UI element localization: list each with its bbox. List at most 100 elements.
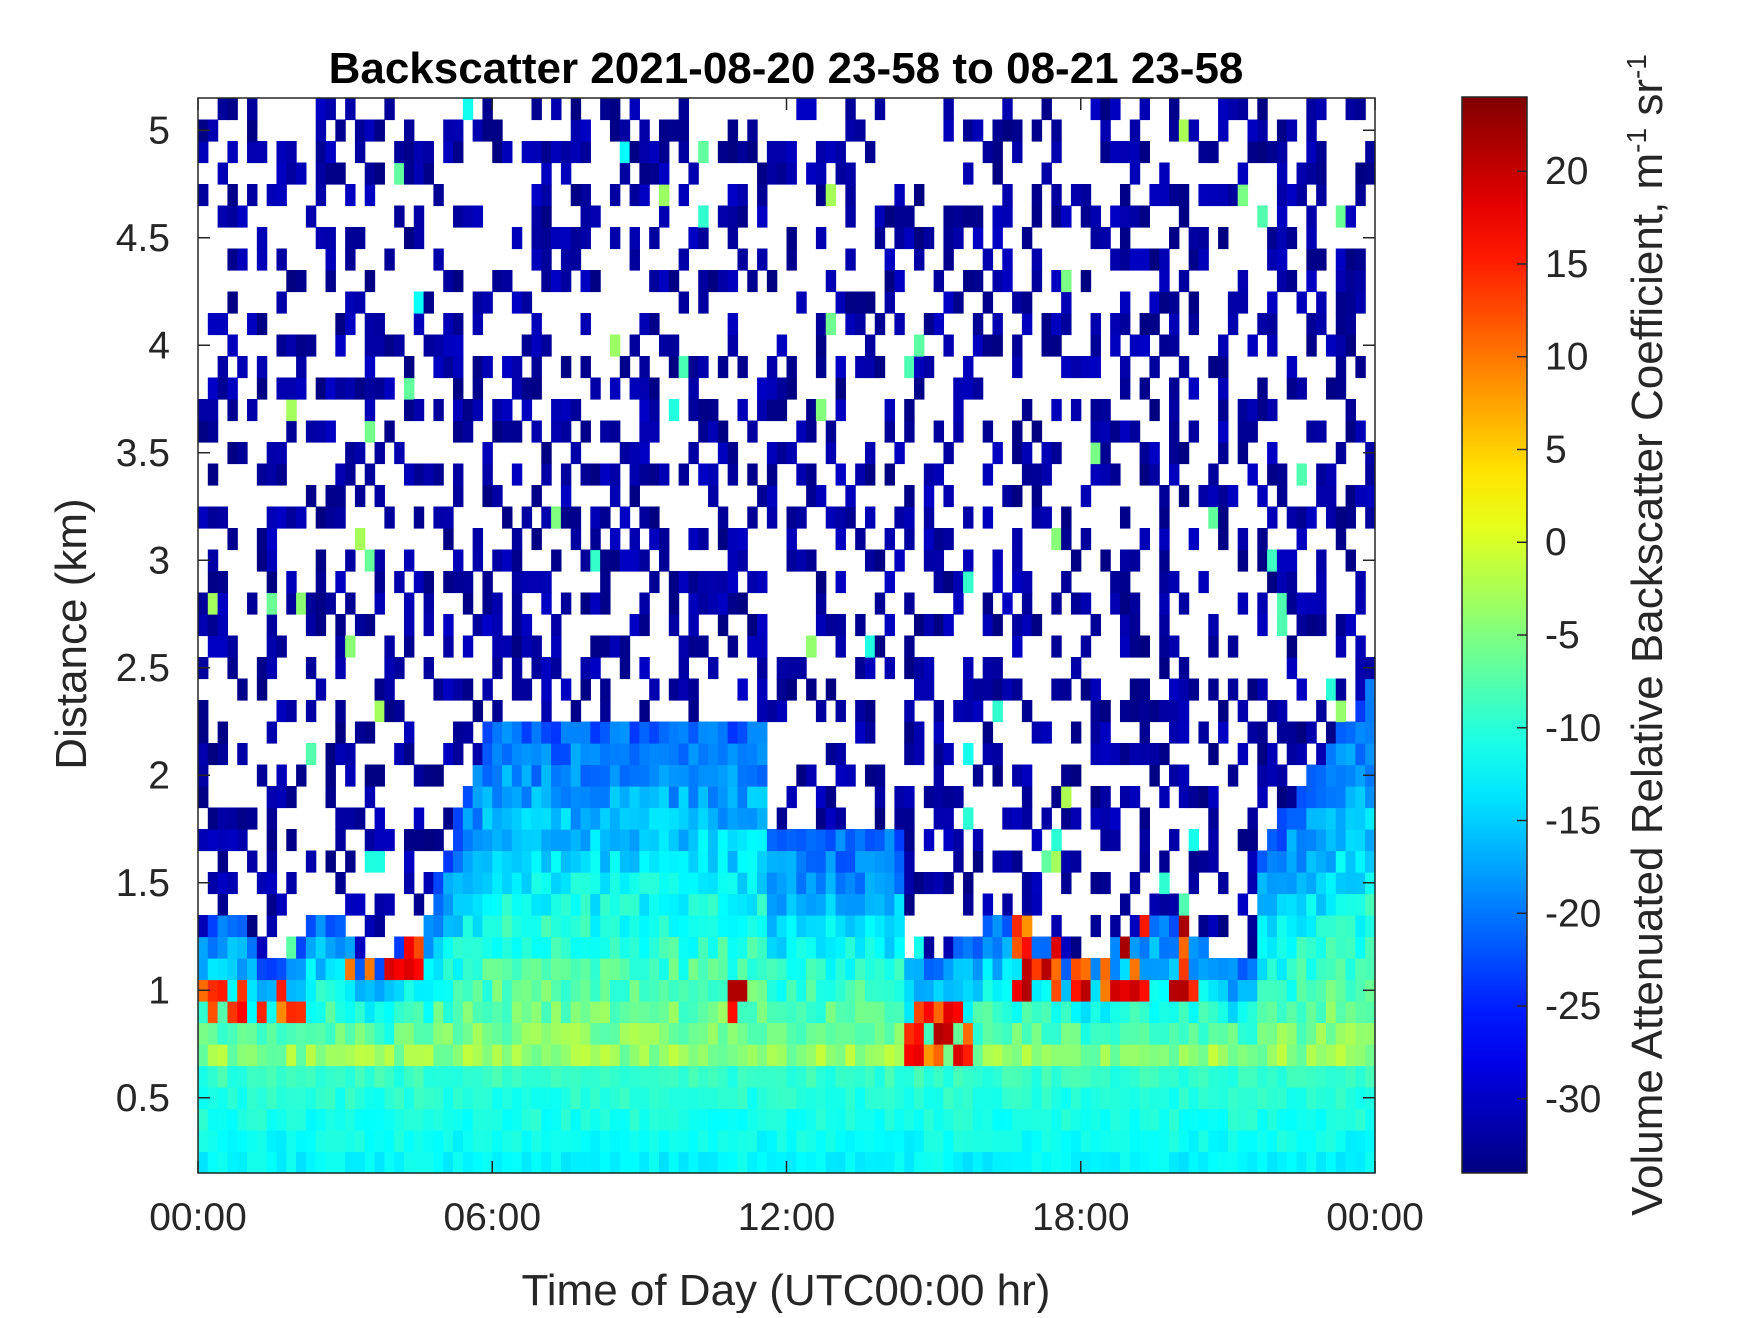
heatmap-cell	[668, 786, 680, 809]
heatmap-cell	[1031, 872, 1043, 895]
heatmap-cell	[874, 893, 886, 916]
heatmap-cell	[266, 506, 278, 529]
heatmap-cell	[256, 872, 268, 895]
heatmap-cell	[835, 506, 846, 529]
heatmap-cell	[786, 506, 797, 529]
heatmap-cell	[580, 1044, 591, 1067]
heatmap-cell	[972, 1087, 984, 1110]
heatmap-cell	[580, 979, 591, 1002]
heatmap-cell	[276, 1065, 287, 1088]
heatmap-cell	[590, 549, 601, 572]
heatmap-cell	[1335, 764, 1347, 787]
heatmap-cell	[688, 893, 699, 916]
heatmap-cell	[1198, 184, 1209, 207]
heatmap-cell	[286, 872, 297, 895]
heatmap-cell	[1139, 528, 1151, 551]
heatmap-cell	[472, 1044, 484, 1067]
heatmap-cell	[943, 979, 954, 1002]
heatmap-cell	[1129, 915, 1141, 938]
heatmap-cell	[609, 743, 621, 766]
heatmap-cell	[845, 506, 856, 529]
heatmap-cell	[668, 936, 680, 959]
heatmap-cell	[600, 420, 611, 443]
heatmap-cell	[286, 1130, 297, 1153]
heatmap-cell	[1198, 721, 1209, 744]
colorbar-tick-label: -10	[1545, 707, 1601, 750]
heatmap-cell	[904, 506, 915, 529]
heatmap-cell	[982, 915, 994, 938]
heatmap-cell	[963, 893, 974, 916]
heatmap-cell	[1227, 1108, 1239, 1131]
heatmap-cell	[658, 1065, 670, 1088]
heatmap-cell	[462, 635, 474, 658]
heatmap-cell	[855, 1022, 866, 1045]
heatmap-cell	[207, 399, 219, 422]
heatmap-cell	[217, 721, 229, 744]
heatmap-cell	[1012, 1108, 1023, 1131]
heatmap-cell	[247, 1151, 258, 1174]
heatmap-cell	[315, 678, 327, 701]
heatmap-cell	[904, 1065, 915, 1088]
heatmap-cell	[1012, 678, 1023, 701]
heatmap-cell	[864, 1001, 876, 1024]
heatmap-cell	[747, 743, 758, 766]
heatmap-cell	[953, 1065, 964, 1088]
heatmap-cell	[727, 205, 739, 228]
heatmap-cell	[727, 227, 739, 250]
heatmap-cell	[354, 807, 366, 830]
heatmap-cell	[835, 1001, 846, 1024]
heatmap-cell	[1335, 442, 1347, 465]
heatmap-cell	[1325, 334, 1337, 357]
heatmap-cell	[1178, 657, 1190, 680]
heatmap-cell	[1335, 291, 1347, 314]
heatmap-cell	[1316, 1108, 1327, 1131]
heatmap-cell	[688, 1001, 699, 1024]
heatmap-cell	[992, 1087, 1003, 1110]
heatmap-cell	[227, 1108, 238, 1131]
heatmap-cell	[1051, 1087, 1062, 1110]
heatmap-cell	[511, 958, 523, 981]
heatmap-cell	[286, 936, 297, 959]
heatmap-cell	[1012, 915, 1023, 938]
heatmap-cell	[482, 936, 493, 959]
heatmap-cell	[551, 1001, 562, 1024]
heatmap-cell	[864, 1130, 876, 1153]
heatmap-cell	[992, 958, 1003, 981]
heatmap-cell	[570, 1130, 582, 1153]
heatmap-cell	[482, 463, 493, 486]
heatmap-cell	[1316, 248, 1327, 271]
heatmap-cell	[1365, 1130, 1376, 1153]
heatmap-cell	[502, 807, 513, 830]
heatmap-cell	[413, 1001, 425, 1024]
heatmap-cell	[737, 678, 748, 701]
heatmap-cell	[668, 1044, 680, 1067]
heatmap-cell	[747, 463, 758, 486]
heatmap-cell	[354, 227, 366, 250]
heatmap-cell	[845, 1044, 856, 1067]
heatmap-cell	[1296, 979, 1307, 1002]
heatmap-cell	[403, 549, 415, 572]
heatmap-cell	[894, 936, 905, 959]
heatmap-cell	[992, 442, 1003, 465]
heatmap-cell	[570, 936, 582, 959]
heatmap-cell	[443, 571, 454, 594]
heatmap-cell	[492, 1151, 503, 1174]
heatmap-cell	[453, 356, 464, 379]
heatmap-cell	[835, 377, 846, 400]
heatmap-cell	[737, 829, 748, 852]
heatmap-cell	[1325, 872, 1337, 895]
heatmap-cell	[1355, 721, 1366, 744]
heatmap-cell	[541, 829, 552, 852]
heatmap-cell	[227, 915, 238, 938]
heatmap-cell	[335, 614, 346, 637]
heatmap-cell	[1031, 205, 1043, 228]
heatmap-cell	[963, 205, 974, 228]
heatmap-cell	[1139, 1001, 1151, 1024]
heatmap-cell	[1119, 356, 1131, 379]
heatmap-cell	[1149, 313, 1160, 336]
heatmap-cell	[1237, 1151, 1249, 1174]
heatmap-cell	[629, 442, 640, 465]
heatmap-cell	[1257, 678, 1268, 701]
heatmap-cell	[1257, 721, 1268, 744]
heatmap-cell	[855, 1108, 866, 1131]
